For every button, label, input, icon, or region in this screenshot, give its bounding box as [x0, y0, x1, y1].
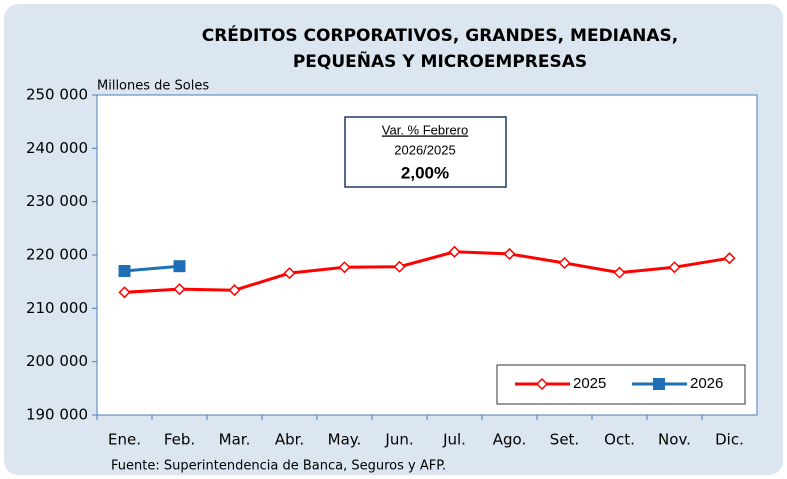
- x-tick-label: May.: [328, 431, 362, 449]
- data-point: [723, 252, 736, 265]
- x-tick-label: Jul.: [442, 431, 466, 449]
- x-tick-label: Jun.: [384, 431, 413, 449]
- legend-marker: [535, 377, 549, 391]
- series-line: [124, 264, 180, 273]
- data-point: [338, 261, 351, 274]
- data-point: [173, 283, 186, 296]
- data-point: [503, 247, 516, 260]
- chart-title: PEQUEÑAS Y MICROEMPRESAS: [293, 49, 587, 72]
- data-point: [393, 260, 406, 273]
- y-tick-label: 250 000: [26, 86, 88, 104]
- x-tick-label: Dic.: [715, 431, 744, 449]
- legend-box: [496, 364, 746, 405]
- data-point: [668, 261, 681, 274]
- plot-area: [96, 94, 758, 416]
- data-point: [118, 265, 131, 277]
- annotation: 2,00%: [401, 163, 449, 182]
- y-tick-label: 210 000: [26, 299, 88, 317]
- x-tick-label: Abr.: [275, 431, 304, 449]
- data-point: [613, 266, 626, 279]
- data-point: [228, 284, 241, 297]
- legend-label: 2026: [690, 375, 723, 392]
- y-tick-label: 240 000: [26, 139, 88, 157]
- x-tick-label: Oct.: [604, 431, 635, 449]
- annotation: 2026/2025: [394, 142, 455, 157]
- data-point: [118, 286, 131, 299]
- data-point: [173, 260, 186, 273]
- source: Fuente: Superintendencia de Banca, Segur…: [111, 459, 446, 474]
- data-point: [283, 267, 296, 280]
- y-axis-label: Millones de Soles: [97, 79, 209, 94]
- y-tick-label: 230 000: [26, 192, 88, 210]
- annotation-box: [344, 116, 507, 188]
- x-tick-label: Feb.: [164, 431, 195, 449]
- series-line: [124, 250, 730, 294]
- data-point: [558, 256, 571, 270]
- y-tick-label: 190 000: [26, 406, 88, 424]
- x-tick-label: Set.: [550, 431, 579, 449]
- x-tick-label: Nov.: [658, 431, 691, 449]
- chart-title: CRÉDITOS CORPORATIVOS, GRANDES, MEDIANAS…: [202, 24, 679, 46]
- legend-label: 2025: [573, 375, 606, 392]
- annotation: Var. % Febrero: [382, 122, 468, 137]
- x-tick-label: Ago.: [493, 431, 526, 449]
- data-point: [448, 245, 461, 258]
- legend-marker: [653, 378, 665, 390]
- x-tick-label: Ene.: [108, 431, 141, 449]
- y-tick-label: 220 000: [26, 246, 88, 264]
- x-tick-label: Mar.: [219, 431, 251, 449]
- y-tick-label: 200 000: [26, 352, 88, 370]
